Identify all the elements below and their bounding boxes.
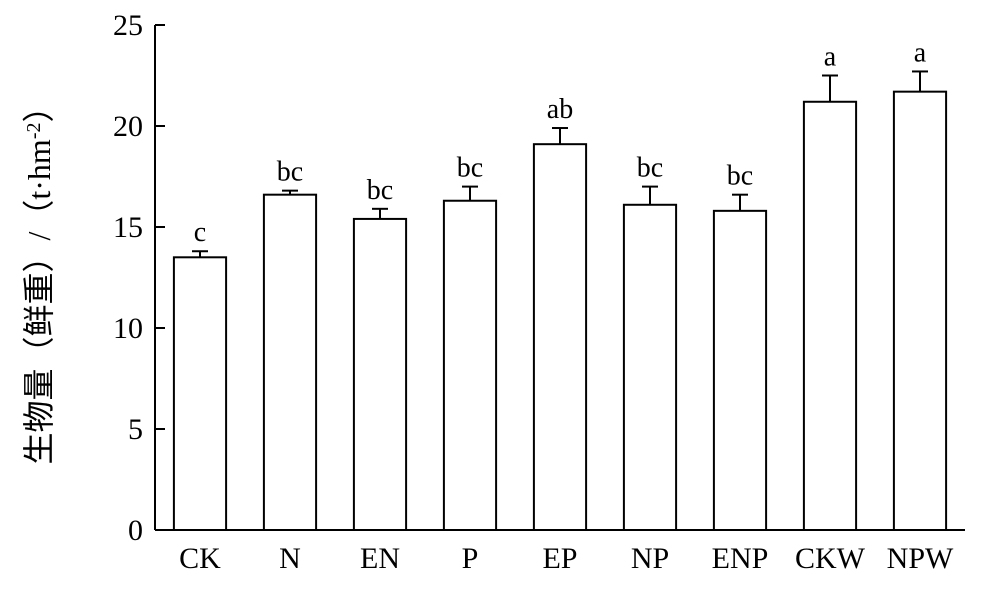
bar (624, 205, 676, 530)
category-label: NPW (887, 542, 954, 575)
bar (804, 102, 856, 530)
category-label: P (462, 542, 479, 575)
significance-label: a (824, 42, 837, 73)
bar (174, 257, 226, 530)
chart-svg: 0 5 10 15 20 25 生物量（鲜重）/（t·hm-2） c CK bc Nbc EN bc Pa… (0, 0, 1000, 597)
category-label: NP (631, 542, 669, 575)
category-label: CK (179, 542, 221, 575)
bar (714, 211, 766, 530)
category-label: N (279, 542, 301, 575)
significance-label: a (914, 37, 927, 68)
y-tick-label: 5 (128, 413, 143, 446)
bar (264, 195, 316, 530)
significance-label: bc (367, 175, 393, 206)
category-label: EN (360, 542, 400, 575)
bar (444, 201, 496, 530)
y-tick-label: 25 (113, 9, 143, 42)
significance-label: bc (277, 157, 303, 188)
category-label: CKW (795, 542, 866, 575)
bar (354, 219, 406, 530)
significance-label: c (194, 217, 206, 248)
y-tick-label: 20 (113, 110, 143, 143)
y-tick-label: 15 (113, 211, 143, 244)
bar (534, 144, 586, 530)
bar (894, 92, 946, 530)
y-tick-label: 0 (128, 514, 143, 547)
y-tick-label: 10 (113, 312, 143, 345)
category-label: ENP (712, 542, 769, 575)
significance-label: ab (547, 94, 573, 125)
biomass-bar-chart: 0 5 10 15 20 25 生物量（鲜重）/（t·hm-2） c CK bc Nbc EN bc Pa… (0, 0, 1000, 597)
significance-label: bc (727, 161, 753, 192)
category-label: EP (542, 542, 577, 575)
y-axis-title: 生物量（鲜重）/（t·hm-2） (21, 90, 57, 464)
significance-label: bc (457, 153, 483, 184)
significance-label: bc (637, 153, 663, 184)
